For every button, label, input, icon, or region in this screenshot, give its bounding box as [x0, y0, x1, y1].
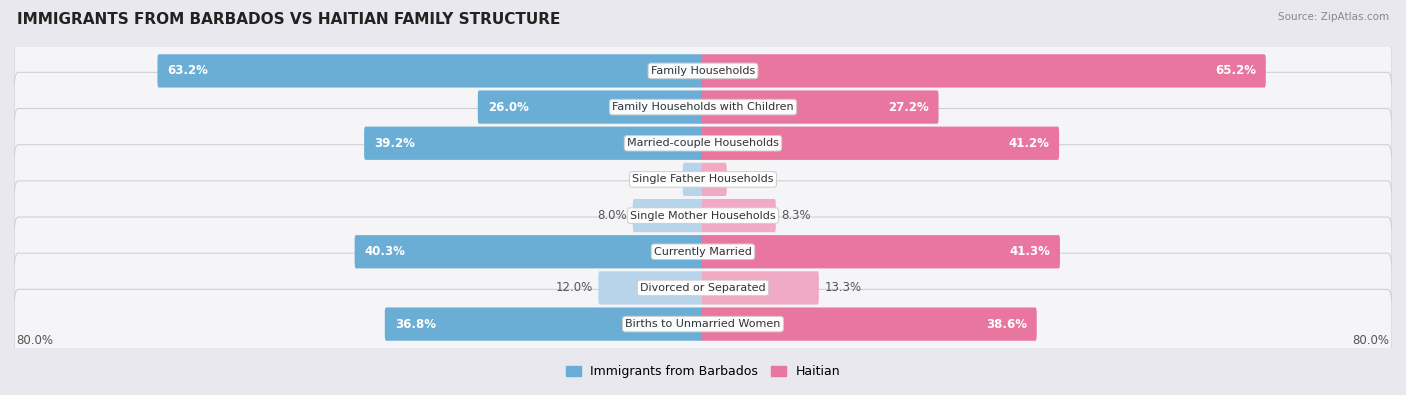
- FancyBboxPatch shape: [14, 253, 1392, 323]
- Text: 12.0%: 12.0%: [555, 281, 593, 294]
- Text: 80.0%: 80.0%: [1353, 333, 1389, 346]
- Text: Currently Married: Currently Married: [654, 247, 752, 257]
- Text: Births to Unmarried Women: Births to Unmarried Women: [626, 319, 780, 329]
- FancyBboxPatch shape: [633, 199, 704, 232]
- FancyBboxPatch shape: [14, 109, 1392, 178]
- Text: 2.6%: 2.6%: [733, 173, 762, 186]
- Legend: Immigrants from Barbados, Haitian: Immigrants from Barbados, Haitian: [561, 360, 845, 384]
- Text: Single Father Households: Single Father Households: [633, 175, 773, 184]
- FancyBboxPatch shape: [364, 127, 704, 160]
- FancyBboxPatch shape: [14, 145, 1392, 214]
- FancyBboxPatch shape: [702, 54, 1265, 88]
- Text: 8.3%: 8.3%: [782, 209, 811, 222]
- Text: 65.2%: 65.2%: [1215, 64, 1256, 77]
- FancyBboxPatch shape: [702, 199, 776, 232]
- Text: 41.3%: 41.3%: [1010, 245, 1050, 258]
- FancyBboxPatch shape: [14, 290, 1392, 359]
- Text: 63.2%: 63.2%: [167, 64, 208, 77]
- FancyBboxPatch shape: [702, 235, 1060, 268]
- FancyBboxPatch shape: [157, 54, 704, 88]
- Text: 41.2%: 41.2%: [1008, 137, 1049, 150]
- Text: IMMIGRANTS FROM BARBADOS VS HAITIAN FAMILY STRUCTURE: IMMIGRANTS FROM BARBADOS VS HAITIAN FAMI…: [17, 12, 560, 27]
- Text: Divorced or Separated: Divorced or Separated: [640, 283, 766, 293]
- Text: Family Households: Family Households: [651, 66, 755, 76]
- FancyBboxPatch shape: [702, 127, 1059, 160]
- FancyBboxPatch shape: [478, 90, 704, 124]
- FancyBboxPatch shape: [14, 217, 1392, 286]
- Text: 40.3%: 40.3%: [364, 245, 405, 258]
- Text: 26.0%: 26.0%: [488, 101, 529, 114]
- Text: Family Households with Children: Family Households with Children: [612, 102, 794, 112]
- Text: Married-couple Households: Married-couple Households: [627, 138, 779, 148]
- FancyBboxPatch shape: [354, 235, 704, 268]
- FancyBboxPatch shape: [14, 36, 1392, 105]
- FancyBboxPatch shape: [702, 163, 727, 196]
- Text: 8.0%: 8.0%: [598, 209, 627, 222]
- FancyBboxPatch shape: [385, 307, 704, 341]
- Text: 39.2%: 39.2%: [374, 137, 415, 150]
- FancyBboxPatch shape: [14, 72, 1392, 142]
- Text: 80.0%: 80.0%: [17, 333, 53, 346]
- FancyBboxPatch shape: [702, 307, 1036, 341]
- Text: Single Mother Households: Single Mother Households: [630, 211, 776, 220]
- FancyBboxPatch shape: [14, 181, 1392, 250]
- Text: Source: ZipAtlas.com: Source: ZipAtlas.com: [1278, 12, 1389, 22]
- Text: 38.6%: 38.6%: [986, 318, 1026, 331]
- FancyBboxPatch shape: [599, 271, 704, 305]
- Text: 2.2%: 2.2%: [647, 173, 678, 186]
- Text: 27.2%: 27.2%: [887, 101, 928, 114]
- Text: 13.3%: 13.3%: [824, 281, 862, 294]
- FancyBboxPatch shape: [683, 163, 704, 196]
- FancyBboxPatch shape: [702, 90, 939, 124]
- Text: 36.8%: 36.8%: [395, 318, 436, 331]
- FancyBboxPatch shape: [702, 271, 818, 305]
